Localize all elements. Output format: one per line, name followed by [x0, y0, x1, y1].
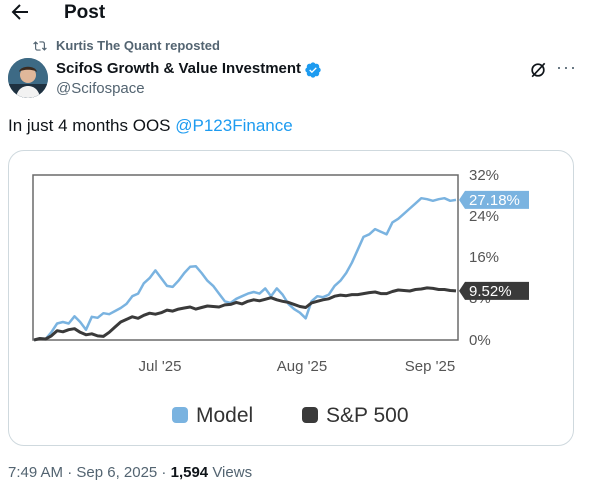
legend-label-sp500: S&P 500 — [326, 404, 409, 427]
x-tick: Aug '25 — [277, 358, 327, 375]
views-label: Views — [208, 464, 253, 481]
end-label-text: 9.52% — [469, 283, 512, 300]
series-layer — [33, 196, 457, 342]
end-label-tag — [459, 190, 529, 209]
y-tick: 0% — [469, 332, 491, 349]
post-meta: 7:49 AM · Sep 6, 2025 · 1,594 Views — [8, 464, 252, 482]
author-name[interactable]: ScifoS Growth & Value Investment — [56, 60, 302, 77]
grok-icon[interactable] — [528, 60, 548, 80]
x-tick: Sep '25 — [405, 358, 455, 375]
tweet-text-body: In just 4 months OOS — [8, 116, 176, 135]
end-label-text: 27.18% — [469, 192, 520, 209]
end-label-sp500: 9.52% — [459, 281, 529, 300]
x-axis-ticks: Jul '25 Aug '25 Sep '25 — [139, 358, 456, 375]
back-arrow-icon[interactable] — [8, 0, 32, 24]
views-count: 1,594 — [170, 464, 209, 481]
chart: 32% 24% 16% 8% 0% Jul '25 Aug '25 Sep '2… — [32, 167, 529, 427]
series-line-sp500 — [33, 286, 457, 342]
y-tick: 24% — [469, 208, 499, 225]
legend-swatch-model — [172, 407, 188, 423]
legend[interactable]: Model S&P 500 — [172, 404, 409, 427]
y-tick: 32% — [469, 167, 499, 184]
tweet-text: In just 4 months OOS @P123Finance — [8, 116, 293, 136]
page-title: Post — [64, 2, 106, 23]
end-label-tag — [459, 281, 529, 300]
legend-label-model: Model — [196, 404, 253, 427]
avatar[interactable] — [8, 58, 48, 98]
series-line-model — [33, 196, 457, 342]
repost-label[interactable]: Kurtis The Quant reposted — [56, 38, 220, 53]
post-timestamp[interactable]: 7:49 AM · Sep 6, 2025 · — [8, 464, 171, 481]
x-tick: Jul '25 — [139, 358, 182, 375]
legend-swatch-sp500 — [302, 407, 318, 423]
author-handle[interactable]: @Scifospace — [56, 80, 145, 97]
repost-icon — [33, 41, 47, 51]
more-options-icon[interactable]: ··· — [556, 57, 577, 77]
end-label-layer: 27.18% 9.52% — [459, 190, 529, 300]
plot-frame — [32, 174, 459, 341]
verified-badge-icon — [305, 62, 321, 78]
end-label-model: 27.18% — [459, 190, 529, 209]
y-tick: 16% — [469, 249, 499, 266]
mention-link[interactable]: @P123Finance — [175, 116, 293, 135]
